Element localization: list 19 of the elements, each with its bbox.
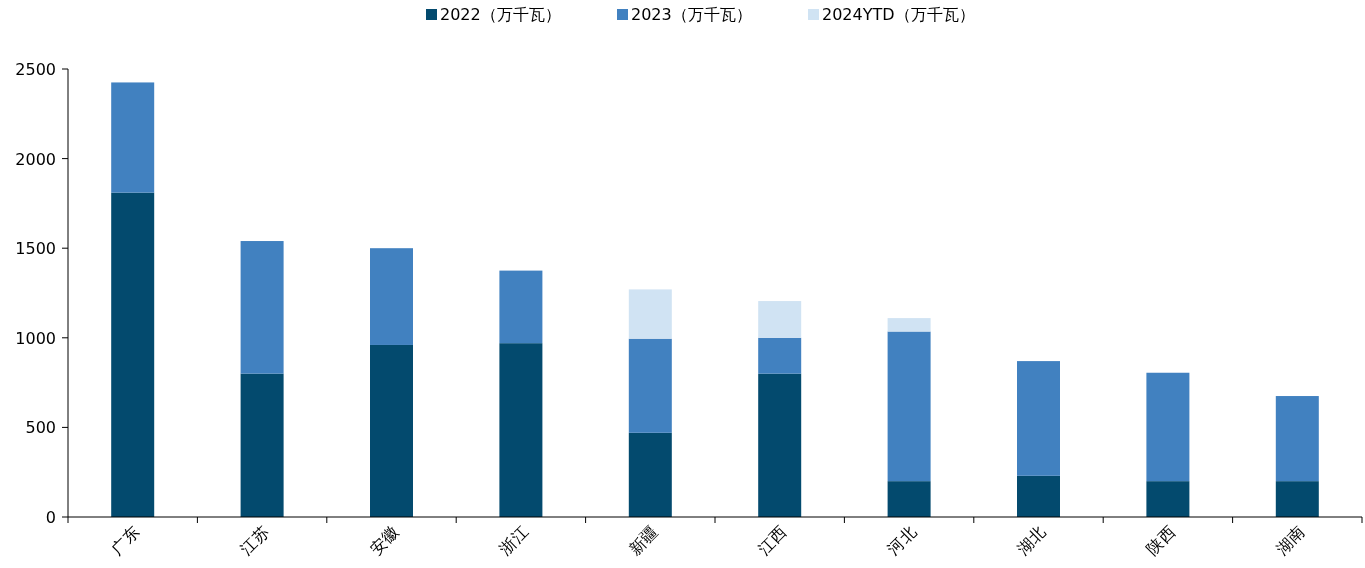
- x-tick-label: 湖北: [1013, 522, 1050, 559]
- legend-label: 2022（万千瓦）: [440, 5, 561, 24]
- x-tick-label: 江西: [754, 522, 791, 559]
- x-tick-label: 江苏: [236, 522, 273, 559]
- x-tick-label: 浙江: [495, 522, 532, 559]
- x-tick-label: 河北: [883, 522, 920, 559]
- x-tick-label: 陕西: [1142, 522, 1179, 559]
- x-tick-label: 湖南: [1272, 522, 1309, 559]
- y-tick-label: 1500: [15, 239, 56, 259]
- x-tick-label: 安徽: [366, 522, 403, 559]
- legend-label: 2023（万千瓦）: [631, 5, 752, 24]
- y-tick-label: 1000: [15, 328, 56, 348]
- y-tick-label: 500: [25, 418, 56, 438]
- x-tick-label: 广东: [107, 522, 144, 559]
- y-tick-label: 0: [45, 508, 56, 527]
- y-tick-label: 2000: [15, 149, 56, 169]
- x-tick-label: 新疆: [625, 522, 662, 559]
- legend-label: 2024YTD（万千瓦）: [822, 5, 975, 24]
- y-tick-label: 2500: [15, 60, 56, 79]
